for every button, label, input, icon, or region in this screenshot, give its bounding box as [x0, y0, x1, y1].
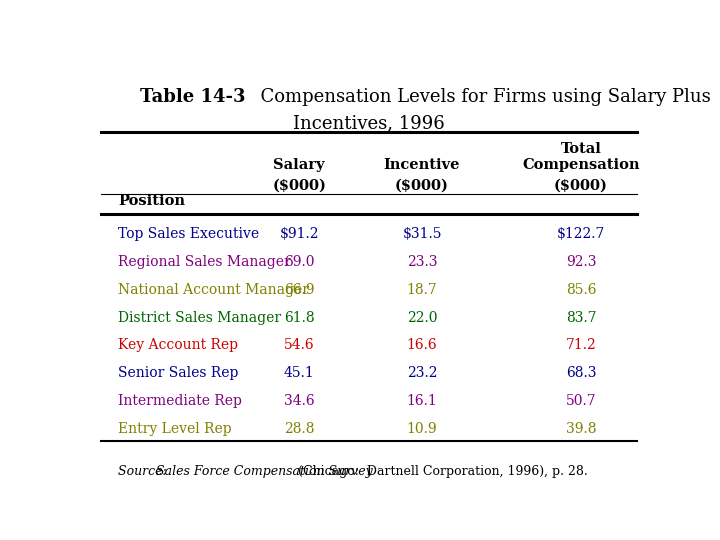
Text: 61.8: 61.8 — [284, 310, 315, 325]
Text: Source:: Source: — [118, 465, 175, 478]
Text: Sales Force Compensation Survey: Sales Force Compensation Survey — [156, 465, 372, 478]
Text: 23.3: 23.3 — [407, 255, 437, 269]
Text: 92.3: 92.3 — [566, 255, 596, 269]
Text: 34.6: 34.6 — [284, 394, 315, 408]
Text: 83.7: 83.7 — [566, 310, 596, 325]
Text: 68.3: 68.3 — [566, 366, 596, 380]
Text: Compensation: Compensation — [522, 158, 640, 172]
Text: Intermediate Rep: Intermediate Rep — [118, 394, 242, 408]
Text: 50.7: 50.7 — [566, 394, 596, 408]
Text: Total: Total — [561, 141, 601, 156]
Text: 22.0: 22.0 — [407, 310, 437, 325]
Text: Key Account Rep: Key Account Rep — [118, 339, 238, 353]
Text: $122.7: $122.7 — [557, 227, 606, 241]
Text: Compensation Levels for Firms using Salary Plus: Compensation Levels for Firms using Sala… — [249, 87, 711, 106]
Text: 28.8: 28.8 — [284, 422, 315, 436]
Text: ($000): ($000) — [554, 179, 608, 193]
Text: Regional Sales Manager: Regional Sales Manager — [118, 255, 291, 269]
Text: 39.8: 39.8 — [566, 422, 596, 436]
Text: 71.2: 71.2 — [566, 339, 596, 353]
Text: 23.2: 23.2 — [407, 366, 437, 380]
Text: ($000): ($000) — [395, 179, 449, 193]
Text: (Chicago:  Dartnell Corporation, 1996), p. 28.: (Chicago: Dartnell Corporation, 1996), p… — [294, 465, 588, 478]
Text: Incentive: Incentive — [384, 158, 460, 172]
Text: Entry Level Rep: Entry Level Rep — [118, 422, 232, 436]
Text: Salary: Salary — [274, 158, 325, 172]
Text: 10.9: 10.9 — [407, 422, 437, 436]
Text: District Sales Manager: District Sales Manager — [118, 310, 281, 325]
Text: 18.7: 18.7 — [407, 282, 437, 296]
Text: 66.9: 66.9 — [284, 282, 315, 296]
Text: Table 14-3: Table 14-3 — [140, 87, 246, 106]
Text: National Account Manager: National Account Manager — [118, 282, 309, 296]
Text: 16.6: 16.6 — [407, 339, 437, 353]
Text: Senior Sales Rep: Senior Sales Rep — [118, 366, 238, 380]
Text: Position: Position — [118, 194, 185, 208]
Text: 69.0: 69.0 — [284, 255, 315, 269]
Text: Incentives, 1996: Incentives, 1996 — [293, 114, 445, 133]
Text: ($000): ($000) — [272, 179, 326, 193]
Text: Top Sales Executive: Top Sales Executive — [118, 227, 259, 241]
Text: 85.6: 85.6 — [566, 282, 596, 296]
Text: 16.1: 16.1 — [407, 394, 437, 408]
Text: 45.1: 45.1 — [284, 366, 315, 380]
Text: $31.5: $31.5 — [402, 227, 442, 241]
Text: $91.2: $91.2 — [279, 227, 319, 241]
Text: 54.6: 54.6 — [284, 339, 315, 353]
